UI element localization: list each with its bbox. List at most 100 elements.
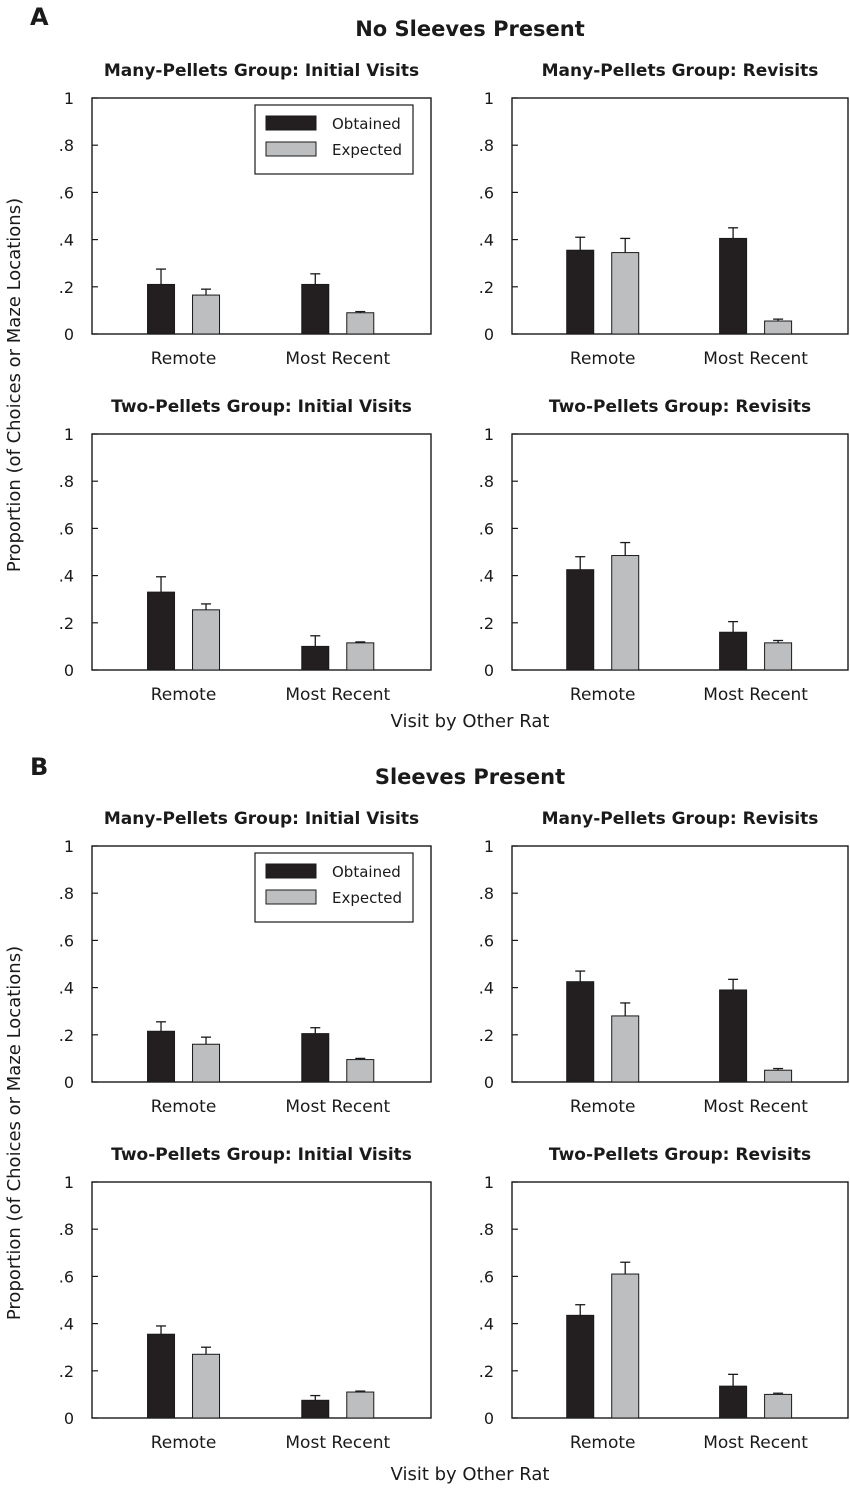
y-tick-label: .8: [59, 884, 74, 903]
bar-expected-remote: [611, 555, 640, 671]
bar-expected-most-recent: [346, 1059, 375, 1083]
chart-b-many-initial: Many-Pellets Group: Initial Visits 0 .2 .4.…: [59, 809, 432, 1117]
chart-title: Many-Pellets Group: Initial Visits: [104, 809, 419, 829]
bar-obtained-most-recent: [301, 283, 330, 335]
legend-label-expected: Expected: [332, 889, 402, 907]
chart-a-two-initial: Two-Pellets Group: Initial Visits 0 .2 .4 .6…: [59, 397, 432, 705]
y-tick-label: 0: [64, 1409, 74, 1428]
y-tick-label: .6: [59, 519, 74, 538]
y-tick-label: .2: [59, 1362, 74, 1381]
y-tick-label: .8: [479, 136, 494, 155]
chart-b-many-revisits: Many-Pellets Group: Revisits 0 .2 .4 .6 .8 1 Re…: [479, 809, 849, 1117]
y-tick-label: 0: [484, 661, 494, 680]
plot-frame: [511, 845, 849, 1083]
category-label: Most Recent: [285, 1097, 390, 1117]
bar-obtained-most-recent: [301, 645, 330, 671]
y-tick-label: 0: [484, 1073, 494, 1092]
y-tick-label: .6: [59, 183, 74, 202]
y-tick-label: .8: [59, 1220, 74, 1239]
plot-frame: [511, 97, 849, 335]
y-tick-label: .8: [59, 136, 74, 155]
plot-frame: [91, 97, 432, 335]
bar-obtained-remote: [147, 1333, 176, 1419]
bar-expected-most-recent: [346, 642, 375, 671]
y-tick-label: .2: [479, 614, 494, 633]
category-label: Most Recent: [703, 1433, 808, 1453]
y-tick-label: 0: [484, 1409, 494, 1428]
y-tick-label: 0: [64, 1073, 74, 1092]
chart-b-two-revisits: Two-Pellets Group: Revisits 0 .2 .4 .6 .8 1 Rem…: [479, 1145, 849, 1453]
plot-frame: [91, 433, 432, 671]
chart-title: Many-Pellets Group: Revisits: [542, 809, 819, 829]
y-tick-label: 1: [64, 1173, 74, 1192]
bar-obtained-most-recent: [719, 631, 748, 671]
bar-expected-most-recent: [346, 1391, 375, 1419]
bar-obtained-remote: [566, 981, 595, 1083]
y-tick-label: .8: [59, 472, 74, 491]
y-tick-label: .4: [479, 231, 494, 250]
y-axis-label-a: Proportion (of Choices or Maze Locations…: [4, 198, 25, 572]
bar-obtained-remote: [147, 591, 176, 671]
y-tick-label: .4: [479, 1315, 494, 1334]
chart-title: Two-Pellets Group: Initial Visits: [111, 1145, 412, 1165]
bar-obtained-remote: [566, 1314, 595, 1419]
bar-obtained-remote: [566, 569, 595, 671]
y-axis-label-b: Proportion (of Choices or Maze Locations…: [4, 946, 25, 1320]
y-tick-label: .2: [59, 614, 74, 633]
y-tick-label: .2: [479, 278, 494, 297]
category-label: Most Recent: [703, 349, 808, 369]
y-tick-label: .2: [59, 1026, 74, 1045]
y-tick-label: .6: [59, 931, 74, 950]
category-label: Remote: [570, 1097, 636, 1117]
y-tick-label: 1: [484, 425, 494, 444]
bar-expected-remote: [192, 609, 221, 671]
legend-swatch-expected: [265, 141, 317, 157]
chart-b-two-initial: Two-Pellets Group: Initial Visits 0 .2 .4 .6…: [59, 1145, 432, 1453]
category-label: Remote: [570, 1433, 636, 1453]
y-tick-label: .8: [479, 472, 494, 491]
chart-title: Two-Pellets Group: Revisits: [549, 1145, 811, 1165]
category-label: Remote: [151, 349, 217, 369]
legend-label-expected: Expected: [332, 141, 402, 159]
bar-expected-remote: [192, 294, 221, 335]
category-label: Remote: [151, 1433, 217, 1453]
y-tick-label: .8: [479, 1220, 494, 1239]
category-label: Remote: [151, 1097, 217, 1117]
y-tick-label: .2: [479, 1026, 494, 1045]
y-tick-label: .4: [479, 979, 494, 998]
plot-frame: [91, 845, 432, 1083]
y-tick-label: .4: [479, 567, 494, 586]
y-tick-label: .4: [59, 979, 74, 998]
y-tick-label: .2: [479, 1362, 494, 1381]
bar-obtained-most-recent: [719, 1385, 748, 1419]
chart-title: Many-Pellets Group: Initial Visits: [104, 61, 419, 81]
plot-frame: [511, 1181, 849, 1419]
category-label: Most Recent: [285, 349, 390, 369]
y-tick-label: 1: [64, 837, 74, 856]
bar-obtained-remote: [566, 249, 595, 335]
chart-a-many-revisits: Many-Pellets Group: Revisits 0 .2 .4 .6 .8 1 Re…: [479, 61, 849, 369]
bar-expected-most-recent: [764, 320, 793, 335]
bar-expected-remote: [611, 252, 640, 335]
category-label: Most Recent: [285, 1433, 390, 1453]
panel-letter-b: B: [30, 753, 48, 781]
bar-expected-remote: [611, 1015, 640, 1083]
legend-swatch-expected: [265, 889, 317, 905]
chart-title: Two-Pellets Group: Revisits: [549, 397, 811, 417]
y-tick-label: .6: [59, 1267, 74, 1286]
bar-expected-most-recent: [764, 642, 793, 671]
y-tick-label: 0: [64, 325, 74, 344]
y-tick-label: 1: [64, 89, 74, 108]
legend-swatch-obtained: [265, 863, 317, 879]
category-label: Most Recent: [285, 685, 390, 705]
y-tick-label: 1: [484, 1173, 494, 1192]
category-label: Remote: [570, 349, 636, 369]
chart-title: Two-Pellets Group: Initial Visits: [111, 397, 412, 417]
y-tick-label: .4: [59, 1315, 74, 1334]
bar-obtained-remote: [147, 283, 176, 335]
category-label: Remote: [570, 685, 636, 705]
plot-frame: [511, 433, 849, 671]
legend-swatch-obtained: [265, 115, 317, 131]
y-tick-label: 0: [484, 325, 494, 344]
